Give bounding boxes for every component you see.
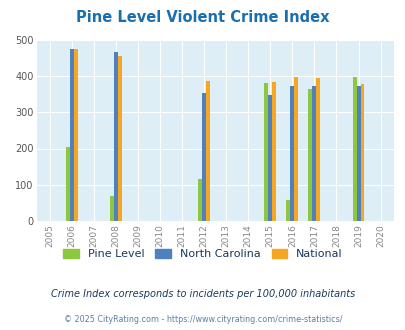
Bar [117,56,121,221]
Text: © 2025 CityRating.com - https://www.cityrating.com/crime-statistics/: © 2025 CityRating.com - https://www.city… [64,315,341,324]
Bar [74,49,78,221]
Bar [315,78,320,221]
Bar [114,52,117,221]
Bar [198,180,202,221]
Bar [206,81,210,221]
Bar [356,86,360,221]
Bar [286,200,290,221]
Bar [110,196,114,221]
Bar [312,86,315,221]
Bar [294,77,298,221]
Bar [66,147,70,221]
Bar [360,83,364,221]
Text: Crime Index corresponds to incidents per 100,000 inhabitants: Crime Index corresponds to incidents per… [51,289,354,299]
Bar [268,95,272,221]
Bar [272,82,275,221]
Text: Pine Level Violent Crime Index: Pine Level Violent Crime Index [76,10,329,25]
Bar [352,77,356,221]
Bar [70,49,74,221]
Bar [264,83,268,221]
Bar [308,89,312,221]
Bar [290,86,294,221]
Legend: Pine Level, North Carolina, National: Pine Level, North Carolina, National [59,244,346,263]
Bar [202,93,206,221]
